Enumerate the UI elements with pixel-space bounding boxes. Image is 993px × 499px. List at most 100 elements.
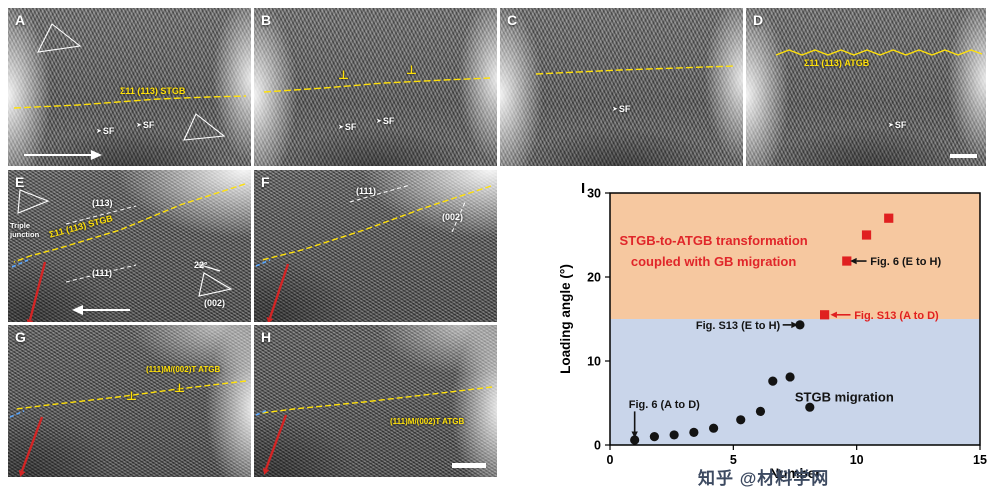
triple-junction-label: Triple junction xyxy=(10,221,40,239)
data-point-square xyxy=(884,213,894,223)
plot-border xyxy=(609,192,981,446)
y-tick-label: 30 xyxy=(587,187,601,201)
angle-label: 22° xyxy=(194,260,208,270)
slip-trace-line xyxy=(264,414,288,470)
data-point-square xyxy=(842,256,852,266)
x-axis-label: Number xyxy=(769,466,821,481)
sf-arrow-icon: ➤ xyxy=(96,127,102,135)
scale-bar xyxy=(452,463,486,468)
data-point-circle xyxy=(669,430,679,440)
red-arrow-head-icon xyxy=(266,316,274,322)
orientation-triangle-icon xyxy=(198,272,233,297)
red-arrow-head-icon xyxy=(262,467,270,475)
dislocation-icon: ⊥ xyxy=(126,389,137,403)
data-point-circle xyxy=(709,423,719,433)
panel-A-tem-image: A Σ11 (113) STGB ➤ SF ➤ SF xyxy=(8,8,251,166)
data-point-circle xyxy=(768,376,778,386)
data-point-circle xyxy=(649,432,659,442)
grain-boundary-line xyxy=(261,185,492,261)
panel-A-overlay xyxy=(13,23,247,160)
grain-boundary-wavy-line xyxy=(775,49,983,56)
x-tick-label: 15 xyxy=(973,453,987,467)
panel-E-overlay xyxy=(11,183,246,322)
red-arrow-head-icon xyxy=(18,469,26,477)
panel-C-tem-image: C ➤ SF xyxy=(500,8,743,166)
grain-boundary-line xyxy=(535,65,735,75)
direction-arrow-head-icon xyxy=(91,150,102,160)
grain-boundary-line xyxy=(263,77,491,93)
panel-G-overlay xyxy=(9,380,247,477)
gb-label: Σ11 (113) STGB xyxy=(120,86,186,96)
stacking-fault-label: ➤ SF xyxy=(96,126,115,136)
data-point-circle xyxy=(805,402,815,412)
panel-I-chart: I STGB-to-ATGB transformation coupled wit… xyxy=(557,178,987,483)
panel-B-overlay xyxy=(263,77,491,93)
annotation-text: Fig. S13 (A to D) xyxy=(854,310,939,322)
panel-H-tem-image: H (111)M/(002)T ATGB xyxy=(254,325,497,477)
plane-label: (111) xyxy=(356,186,377,196)
data-point-circle xyxy=(795,320,805,330)
region-migration xyxy=(610,319,980,445)
x-tick-label: 5 xyxy=(730,453,737,467)
panel-F-tem-image: F (111) (002) xyxy=(254,170,497,322)
plane-label: (113) xyxy=(92,198,113,208)
panel-D-overlay xyxy=(775,49,983,158)
y-tick-label: 0 xyxy=(594,439,601,453)
sf-arrow-icon: ➤ xyxy=(136,121,142,129)
boundary-segment-line xyxy=(9,410,25,418)
gb-label: (111)M/(002)T ATGB xyxy=(390,417,465,426)
panel-label: G xyxy=(15,329,26,345)
orientation-triangle-icon xyxy=(17,189,50,214)
plane-trace-line xyxy=(65,264,137,283)
stacking-fault-label: ➤ SF xyxy=(338,122,357,132)
region-transformation xyxy=(610,193,980,319)
data-point-square xyxy=(861,230,872,240)
gb-label: (111)M/(002)T ATGB xyxy=(146,365,221,374)
panel-label: H xyxy=(261,329,272,345)
annotation-arrow-head-icon xyxy=(830,311,837,318)
grain-boundary-line xyxy=(13,95,247,109)
panel-label: E xyxy=(15,174,25,190)
panel-label: A xyxy=(15,12,26,28)
sf-arrow-icon: ➤ xyxy=(338,123,344,131)
dislocation-icon: ⊥ xyxy=(338,68,349,82)
stacking-fault-label: ➤ SF xyxy=(888,120,907,130)
angle-arrow-head-icon xyxy=(196,263,205,269)
sf-arrow-icon: ➤ xyxy=(376,117,382,125)
y-tick-label: 20 xyxy=(587,271,601,285)
slip-trace-line xyxy=(20,416,44,472)
annotation-arrow-head-icon xyxy=(850,257,857,265)
stacking-fault-label: ➤ SF xyxy=(376,116,395,126)
annotation-text: Fig. 6 (E to H) xyxy=(870,256,941,268)
dislocation-icon: ⊥ xyxy=(174,381,185,395)
annotation-text: Fig. 6 (A to D) xyxy=(629,399,700,411)
plane-trace-line xyxy=(349,184,411,203)
region-label: STGB migration xyxy=(795,389,894,404)
grain-boundary-line xyxy=(15,380,247,410)
panel-B-tem-image: B ⊥ ⊥ ➤ SF ➤ SF xyxy=(254,8,497,166)
angle-arrow xyxy=(203,265,221,272)
panel-E-tem-image: E Triple junction (113) Σ11 (113) STGB (… xyxy=(8,170,251,322)
x-tick-label: 10 xyxy=(850,453,864,467)
y-tick-label: 10 xyxy=(587,355,601,369)
annotation-text: Fig. S13 (E to H) xyxy=(696,320,781,332)
panel-D-tem-image: D Σ11 (113) ATGB ➤ SF xyxy=(746,8,986,166)
data-point-circle xyxy=(785,372,795,382)
grain-boundary-line xyxy=(261,386,493,414)
plane-label: (002) xyxy=(442,212,464,222)
region-label: coupled with GB migration xyxy=(631,254,796,269)
stacking-fault-label: ➤ SF xyxy=(136,120,155,130)
panel-label: I xyxy=(581,180,586,197)
scale-bar xyxy=(950,154,977,158)
boundary-segment-line xyxy=(11,259,29,268)
red-arrow-head-icon xyxy=(26,319,34,322)
panel-label: F xyxy=(261,174,270,190)
orientation-triangle-icon xyxy=(183,113,226,141)
sf-arrow-icon: ➤ xyxy=(888,121,894,129)
panel-G-tem-image: G (111)M/(002)T ATGB ⊥ ⊥ xyxy=(8,325,251,477)
stacking-fault-label: ➤ SF xyxy=(612,104,631,114)
watermark: 知乎 @材料学网 xyxy=(698,464,829,489)
x-tick-label: 0 xyxy=(607,453,614,467)
data-point-circle xyxy=(755,406,766,416)
data-point-circle xyxy=(736,415,746,425)
